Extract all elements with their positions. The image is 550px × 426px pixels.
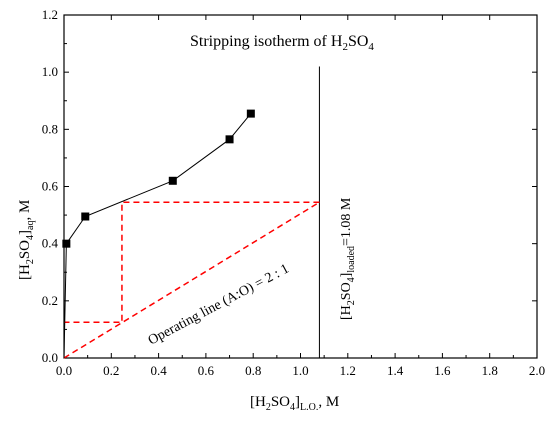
x-tick-label: 1.6 xyxy=(434,363,451,378)
y-tick-label: 0.6 xyxy=(42,179,59,194)
y-tick-label: 0.4 xyxy=(42,236,59,251)
x-axis-label: [H2SO4]L.O., M xyxy=(250,394,339,413)
isotherm-point xyxy=(81,212,90,221)
x-tick-label: 2.0 xyxy=(529,363,545,378)
y-tick-label: 1.0 xyxy=(42,64,58,79)
y-tick-label: 0.0 xyxy=(42,350,58,365)
mccabe-thiele-steps xyxy=(64,201,320,324)
isotherm-point xyxy=(62,239,71,248)
isotherm-point xyxy=(225,135,234,144)
x-tick-label: 0.0 xyxy=(56,363,72,378)
y-tick-label: 0.8 xyxy=(42,121,58,136)
x-tick-label: 1.4 xyxy=(387,363,404,378)
isotherm-point xyxy=(246,109,255,118)
operating-line-label: Operating line (A:O) = 2 : 1 xyxy=(146,261,292,348)
x-tick-label: 0.8 xyxy=(245,363,261,378)
y-tick-label: 0.2 xyxy=(42,293,58,308)
loaded-concentration-label: [H2SO4]loaded=1.08 M xyxy=(339,197,357,320)
x-tick-label: 0.4 xyxy=(150,363,167,378)
chart-title: Stripping isotherm of H2SO4 xyxy=(190,33,374,53)
isotherm-line xyxy=(63,113,252,359)
x-tick-label: 0.2 xyxy=(103,363,119,378)
y-tick-label: 1.2 xyxy=(42,7,58,22)
x-tick-label: 1.0 xyxy=(292,363,308,378)
x-tick-label: 0.6 xyxy=(198,363,215,378)
x-tick-label: 1.8 xyxy=(482,363,498,378)
y-axis-label: [H2SO4]aq, M xyxy=(17,200,36,280)
plot-elements: 0.0 0.2 0.4 0.6 0.8 1.0 1.2 1.4 1.6 1.8 2.0 0.0 0.2 0… xyxy=(42,7,545,378)
x-tick-label: 1.2 xyxy=(340,363,356,378)
isotherm-point xyxy=(168,176,177,185)
plot-frame xyxy=(63,14,538,359)
